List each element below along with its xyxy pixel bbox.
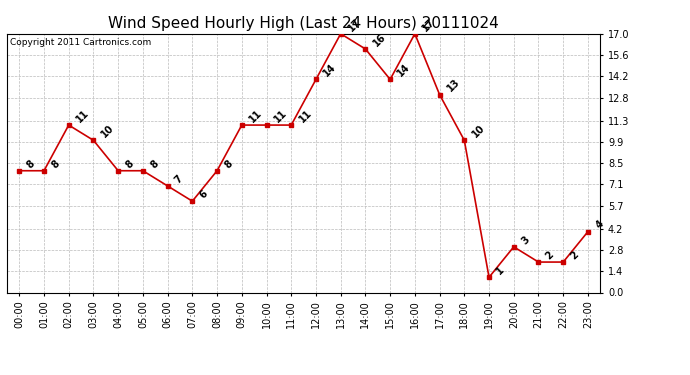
Text: 8: 8 [148,158,160,170]
Text: 11: 11 [297,108,313,124]
Text: 2: 2 [569,249,580,261]
Text: 10: 10 [99,123,116,140]
Text: 4: 4 [593,219,605,231]
Text: 8: 8 [223,158,235,170]
Text: 1: 1 [495,265,506,276]
Text: 11: 11 [247,108,264,124]
Title: Wind Speed Hourly High (Last 24 Hours) 20111024: Wind Speed Hourly High (Last 24 Hours) 2… [108,16,499,31]
Text: 17: 17 [420,16,437,33]
Text: 13: 13 [445,77,462,94]
Text: 14: 14 [322,62,338,79]
Text: Copyright 2011 Cartronics.com: Copyright 2011 Cartronics.com [10,38,151,46]
Text: 8: 8 [50,158,61,170]
Text: 11: 11 [75,108,91,124]
Text: 14: 14 [395,62,413,79]
Text: 6: 6 [198,189,210,200]
Text: 17: 17 [346,16,363,33]
Text: 10: 10 [470,123,486,140]
Text: 8: 8 [25,158,37,170]
Text: 16: 16 [371,32,388,48]
Text: 8: 8 [124,158,136,170]
Text: 11: 11 [272,108,288,124]
Text: 7: 7 [173,173,185,185]
Text: 3: 3 [520,234,531,246]
Text: 2: 2 [544,249,556,261]
